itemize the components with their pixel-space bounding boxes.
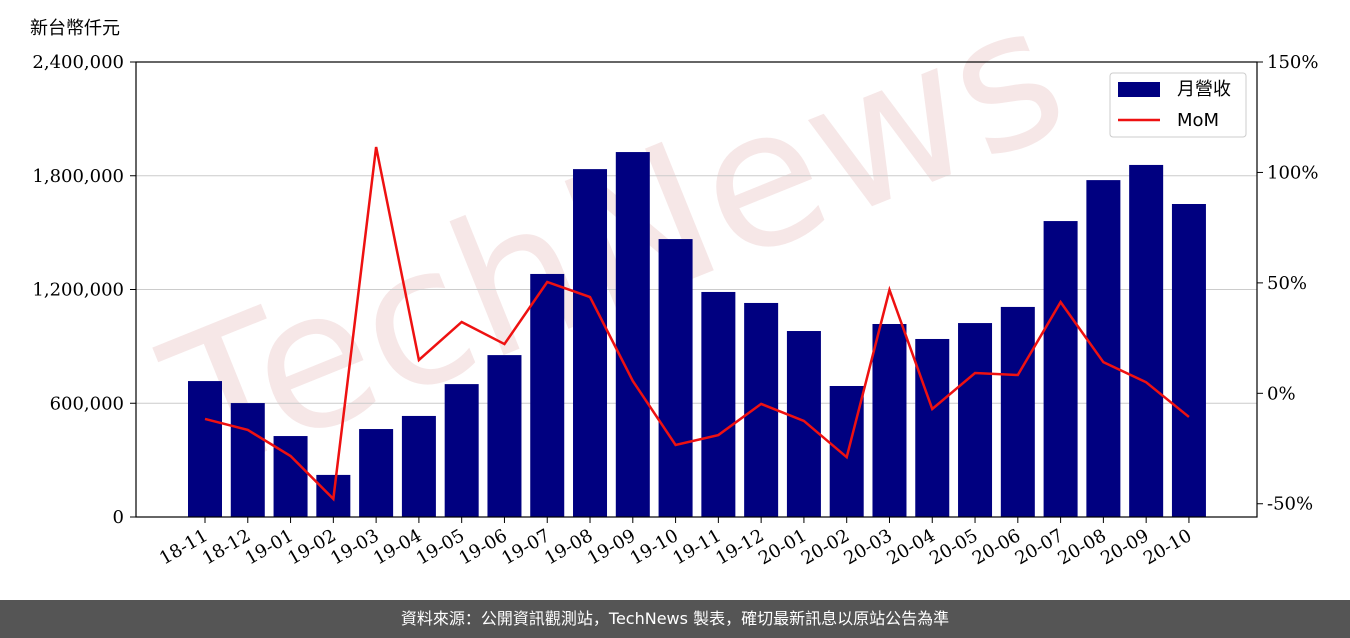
x-tick-label: 18-12 bbox=[199, 525, 254, 569]
y-tick-label: 0 bbox=[113, 507, 124, 528]
x-tick-label: 18-11 bbox=[156, 525, 211, 569]
x-tick-label: 20-08 bbox=[1054, 525, 1109, 569]
bar bbox=[915, 338, 950, 517]
x-tick-label: 19-02 bbox=[284, 525, 339, 569]
bar bbox=[1000, 306, 1035, 517]
x-tick-label: 20-10 bbox=[1140, 525, 1195, 569]
x-tick-label: 19-12 bbox=[712, 525, 767, 569]
line bbox=[204, 146, 1190, 502]
y-tick-label: 2,400,000 bbox=[32, 52, 124, 73]
y-tick-label: 600,000 bbox=[50, 393, 124, 414]
bar bbox=[188, 381, 222, 517]
x-tick-label: 20-01 bbox=[755, 525, 810, 569]
x-tick-label: 20-04 bbox=[883, 525, 938, 569]
bar bbox=[401, 415, 436, 517]
x-tick-label: 19-07 bbox=[498, 525, 553, 569]
bar bbox=[1171, 203, 1206, 517]
y2-tick-label: 50% bbox=[1267, 273, 1307, 294]
y2-tick-label: 150% bbox=[1267, 52, 1318, 73]
bar bbox=[701, 291, 736, 517]
legend-label: MoM bbox=[1177, 110, 1219, 131]
bar bbox=[1043, 221, 1078, 517]
bar bbox=[744, 302, 779, 517]
bar bbox=[230, 403, 265, 517]
x-tick-label: 19-11 bbox=[669, 525, 724, 569]
x-tick-label: 20-05 bbox=[926, 525, 981, 569]
x-tick-label: 20-03 bbox=[841, 525, 896, 569]
plot-frame bbox=[135, 61, 1258, 518]
y-tick-label: 1,800,000 bbox=[32, 166, 124, 187]
footer: 資料來源：公開資訊觀測站，TechNews 製表，確切最新訊息以原站公告為準 bbox=[0, 600, 1350, 638]
bar bbox=[615, 152, 650, 518]
chart: TechNews 新台幣仟元 0600,0001,200,0001,800,00… bbox=[30, 0, 1318, 569]
x-tick-label: 19-01 bbox=[242, 525, 297, 569]
bar bbox=[530, 273, 565, 517]
x-tick-label: 19-09 bbox=[584, 525, 639, 569]
bar bbox=[1086, 180, 1121, 517]
bar bbox=[872, 324, 907, 517]
bar bbox=[658, 239, 693, 517]
y-axis-label: 新台幣仟元 bbox=[30, 18, 120, 39]
bar bbox=[786, 331, 821, 517]
x-tick-label: 20-07 bbox=[1012, 525, 1067, 569]
x-tick-label: 19-05 bbox=[413, 525, 468, 569]
x-tick-label: 19-03 bbox=[327, 525, 382, 569]
legend-label: 月營收 bbox=[1177, 79, 1231, 100]
y2-tick-label: 100% bbox=[1267, 162, 1318, 183]
x-tick-label: 19-04 bbox=[370, 525, 425, 569]
x-tick-label: 19-08 bbox=[541, 525, 596, 569]
legend-swatch bbox=[1118, 82, 1160, 97]
x-tick-label: 20-02 bbox=[798, 525, 853, 569]
y2-tick-label: 0% bbox=[1267, 383, 1296, 404]
bar bbox=[1129, 164, 1164, 517]
bar bbox=[958, 323, 993, 517]
x-tick-label: 20-06 bbox=[969, 525, 1024, 569]
bar bbox=[359, 429, 394, 517]
y2-tick-label: -50% bbox=[1267, 494, 1313, 515]
y-tick-label: 1,200,000 bbox=[32, 280, 124, 301]
x-tick-label: 19-06 bbox=[456, 525, 511, 569]
x-tick-label: 19-10 bbox=[627, 525, 682, 569]
x-tick-label: 20-09 bbox=[1097, 525, 1152, 569]
bar bbox=[444, 384, 479, 517]
bar bbox=[487, 355, 522, 517]
bar bbox=[573, 169, 608, 518]
